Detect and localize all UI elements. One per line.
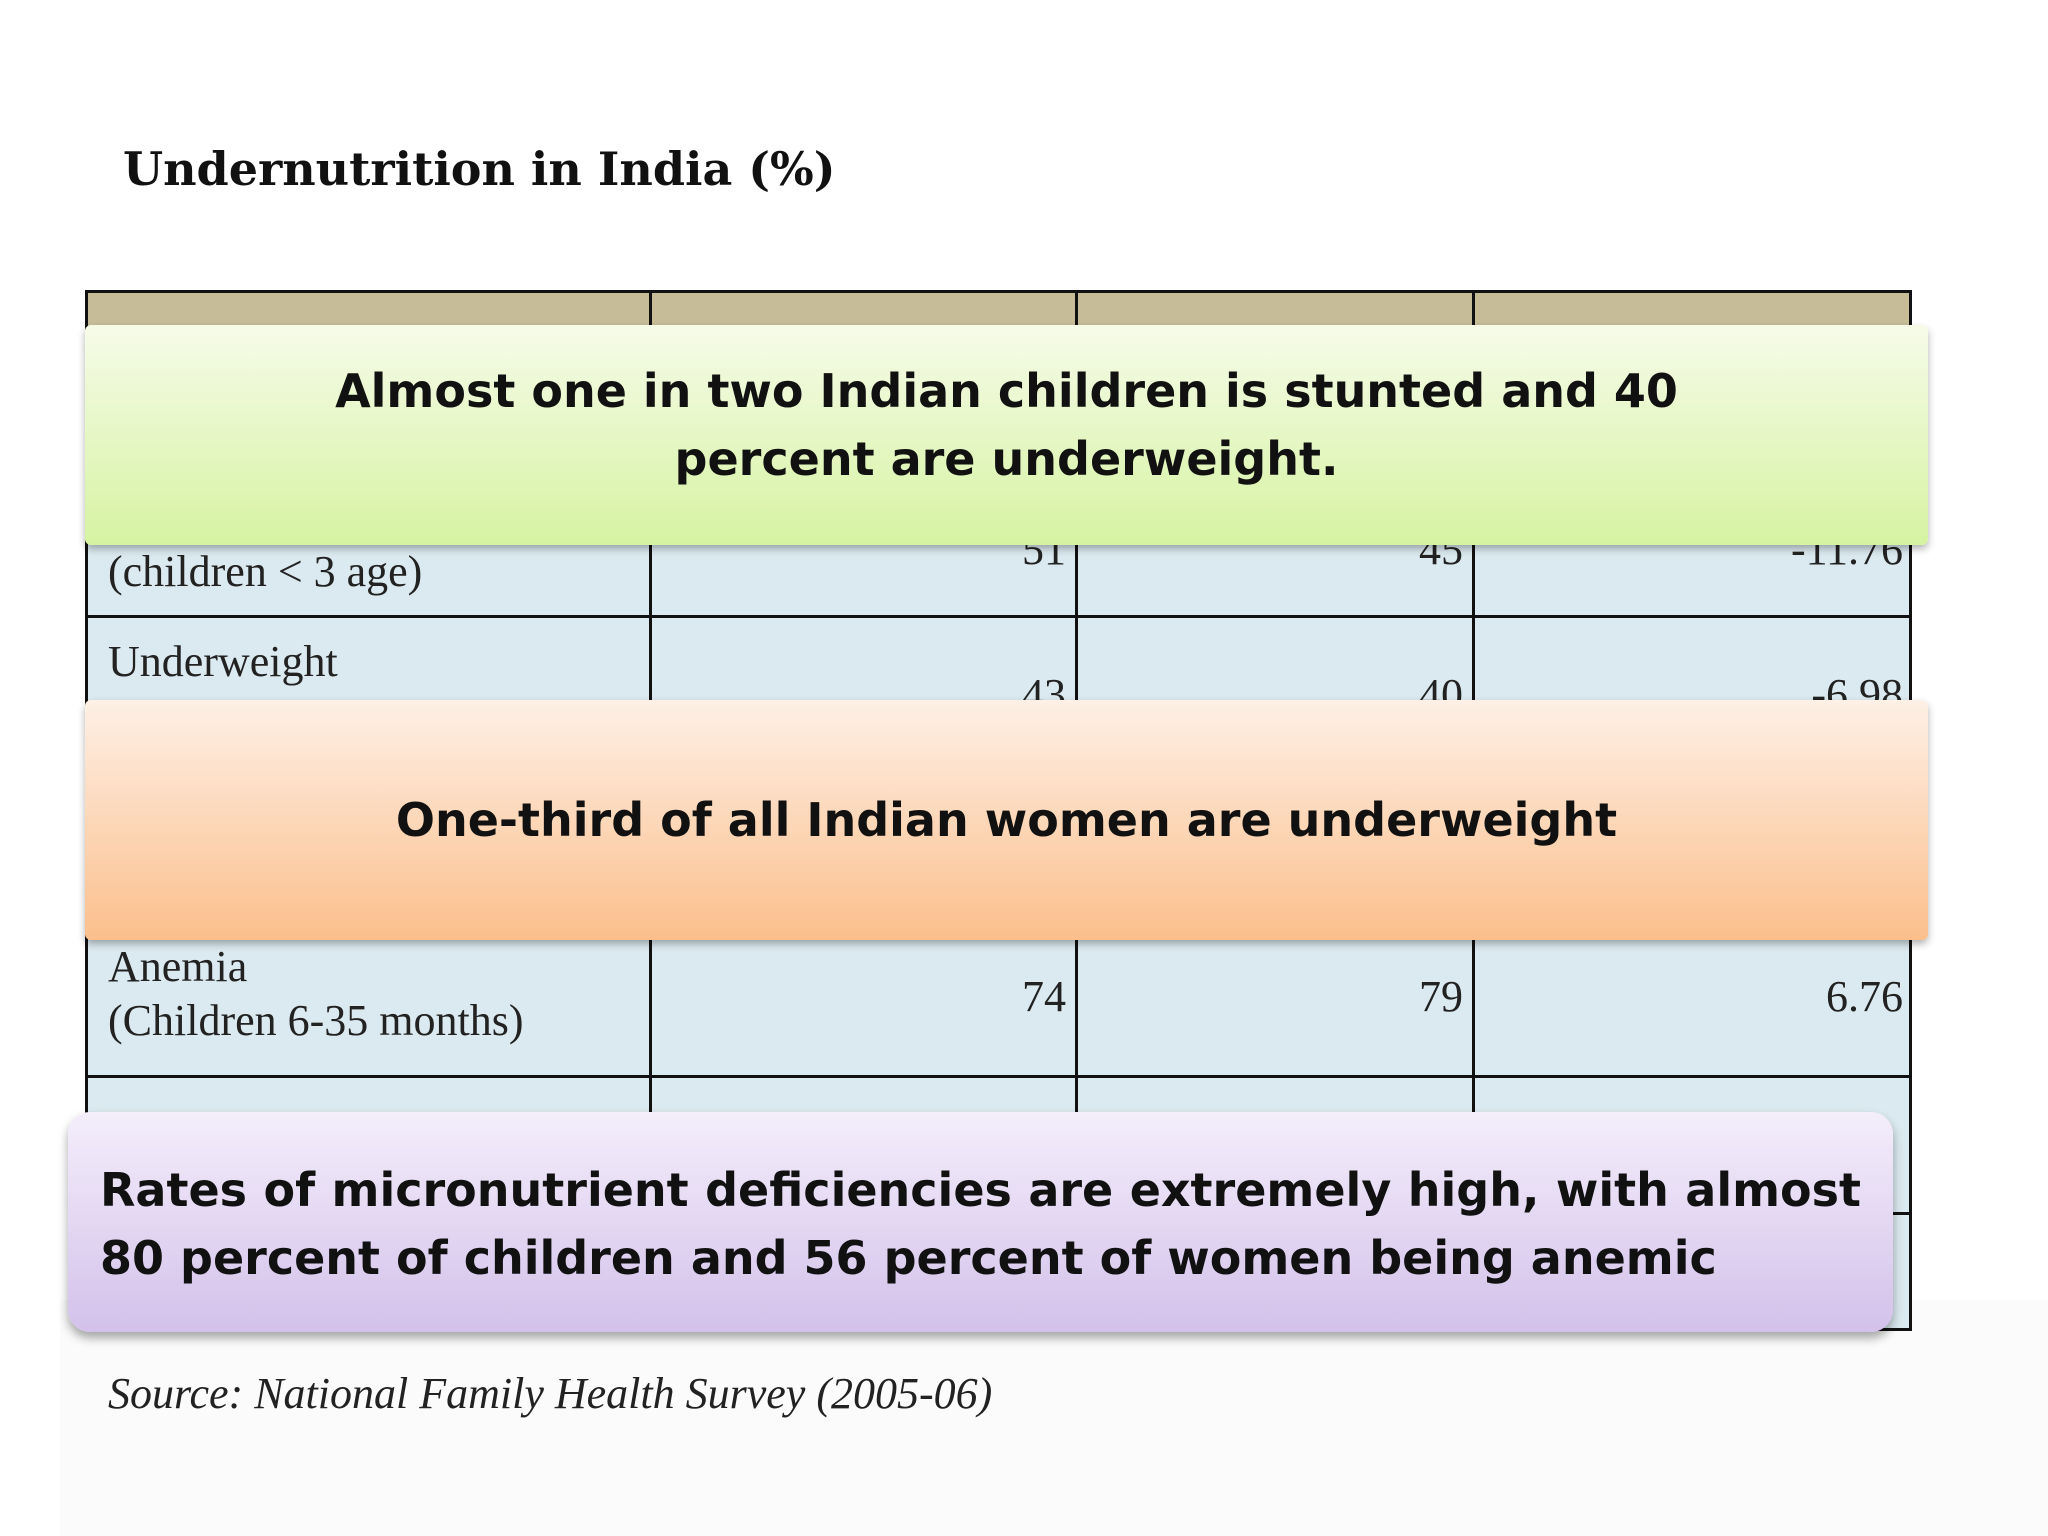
- title: Undernutrition in India (%): [123, 142, 836, 196]
- table-header: [88, 293, 1909, 329]
- cell-value: 6.76: [1826, 972, 1903, 1021]
- row-label: (Children 6-35 months): [108, 996, 524, 1045]
- cell-value: 74: [1022, 972, 1066, 1021]
- row-label: Anemia: [108, 942, 248, 991]
- row-label: Underweight: [108, 637, 338, 686]
- cell-value: 79: [1419, 972, 1463, 1021]
- callout-green: Almost one in two Indian children is stu…: [85, 325, 1928, 545]
- callout-purple: Rates of micronutrient deficiencies are …: [68, 1112, 1893, 1332]
- row-line: [88, 615, 1909, 618]
- source: Source: National Family Health Survey (2…: [108, 1369, 993, 1418]
- callout-orange: One-third of all Indian women are underw…: [85, 700, 1928, 940]
- shade: [60, 1300, 2048, 1536]
- row-label: (children < 3 age): [108, 547, 423, 596]
- row-line: [88, 1075, 1909, 1078]
